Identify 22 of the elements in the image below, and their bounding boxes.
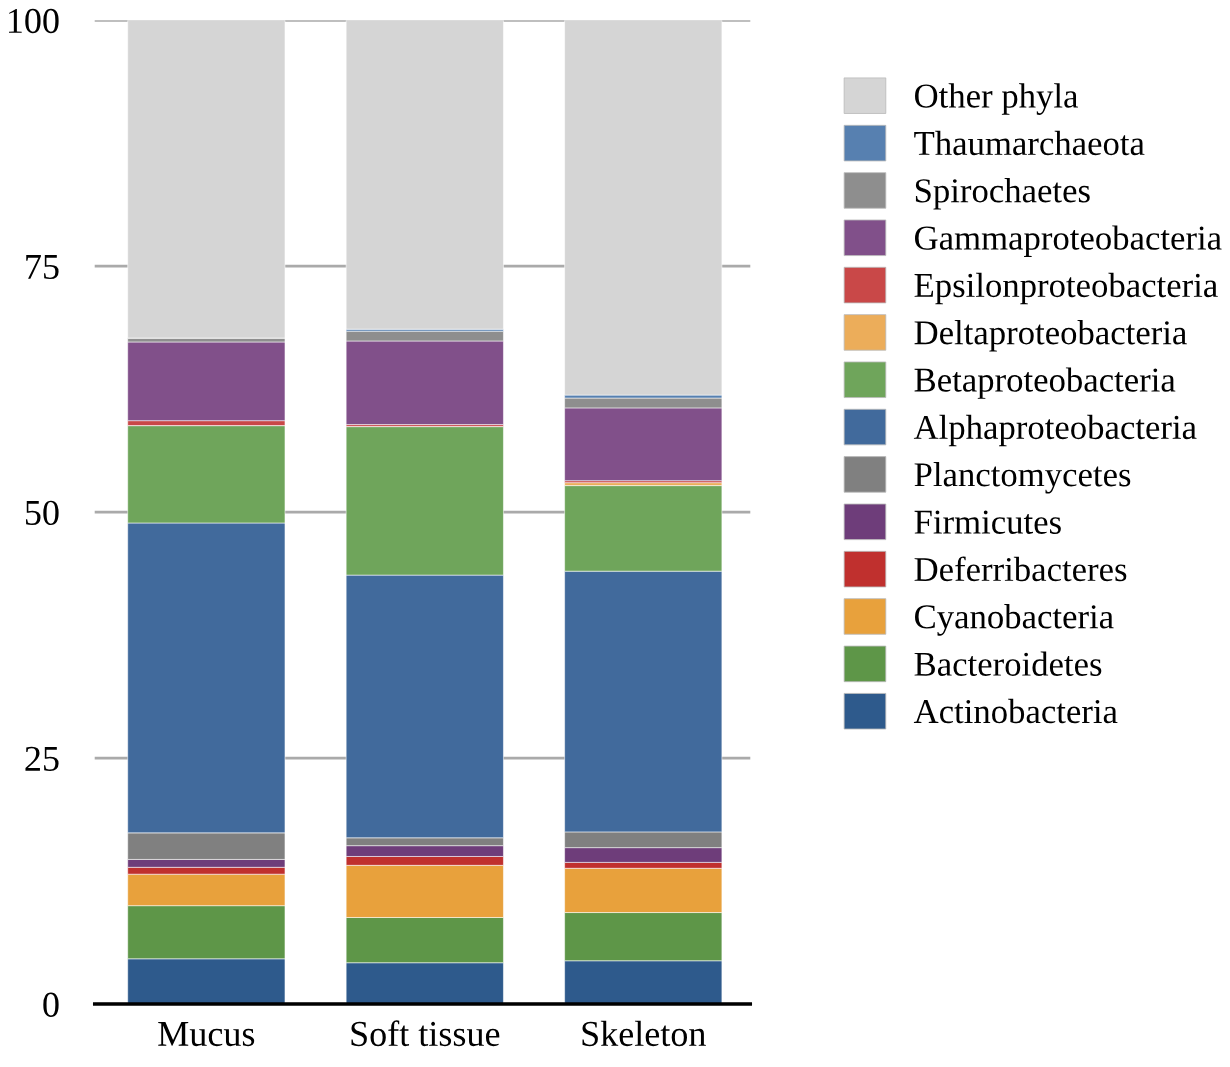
legend-label: Deltaproteobacteria <box>914 320 1187 352</box>
y-tick-label: 0 <box>43 992 59 1017</box>
legend-label: Actinobacteria <box>913 698 1118 724</box>
x-tick-label: Mucus <box>158 1022 255 1047</box>
y-tick-label: 25 <box>25 746 59 771</box>
legend-label: Planctomycetes <box>914 462 1131 494</box>
legend-label: Spirochaetes <box>915 178 1090 210</box>
legend-label: Firmicutes <box>914 510 1061 534</box>
y-tick-label: 50 <box>25 500 59 526</box>
legend-label: Alphaproteobacteria <box>913 414 1197 447</box>
legend-label: Thaumarchaeota <box>914 130 1145 156</box>
y-tick-label: 75 <box>26 255 59 280</box>
x-tick-label: Skeleton <box>582 1020 706 1047</box>
legend-label: Other phyla <box>915 83 1078 115</box>
legend-label: Gammaproteobacteria <box>915 225 1222 257</box>
x-tick-label: Soft tissue <box>351 1020 500 1047</box>
legend-label: Betaproteobacteria <box>914 367 1176 399</box>
y-tick-label: 100 <box>9 8 59 34</box>
legend-label: Bacteroidetes <box>914 651 1102 676</box>
legend-label: Epsilonproteobacteria <box>914 272 1218 305</box>
legend-label: Cyanobacteria <box>915 604 1114 636</box>
legend-label: Deferribacteres <box>914 556 1127 582</box>
